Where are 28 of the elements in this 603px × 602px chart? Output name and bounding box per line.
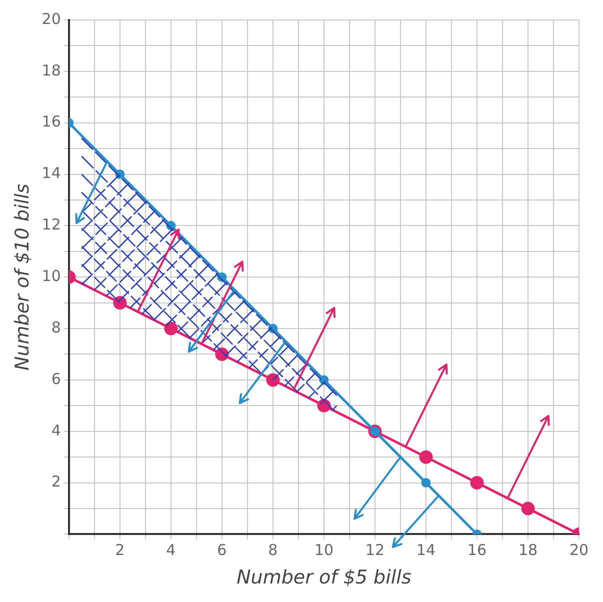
point: [521, 502, 535, 516]
y-tick-label: 4: [51, 421, 61, 440]
y-tick-label: 20: [42, 10, 61, 28]
point: [266, 373, 280, 387]
point: [419, 450, 433, 464]
point: [470, 476, 484, 490]
y-tick-label: 18: [42, 61, 61, 80]
x-tick-label: 16: [467, 541, 487, 560]
y-tick-label: 12: [42, 216, 61, 234]
x-tick-label: 20: [569, 541, 589, 560]
x-tick-label: 12: [365, 541, 384, 560]
x-axis-title: Number of $5 bills: [236, 566, 412, 589]
x-tick-label: 4: [166, 541, 176, 560]
y-tick-label: 6: [51, 370, 61, 388]
y-tick-label: 16: [42, 112, 61, 131]
point: [421, 478, 431, 488]
y-axis-title: Number of $10 bills: [11, 184, 34, 371]
y-tick-label: 8: [51, 318, 61, 336]
x-tick-label: 10: [314, 541, 334, 560]
y-tick-label: 2: [51, 472, 61, 491]
point: [164, 322, 178, 336]
y-tick-label: 14: [42, 164, 61, 182]
x-tick-label: 14: [416, 541, 436, 560]
y-tick-label: 10: [42, 266, 61, 285]
x-tick-label: 18: [518, 541, 538, 560]
x-tick-label: 2: [115, 541, 125, 560]
x-tick-label: 8: [268, 541, 278, 560]
x-tick-label: 6: [217, 541, 227, 560]
